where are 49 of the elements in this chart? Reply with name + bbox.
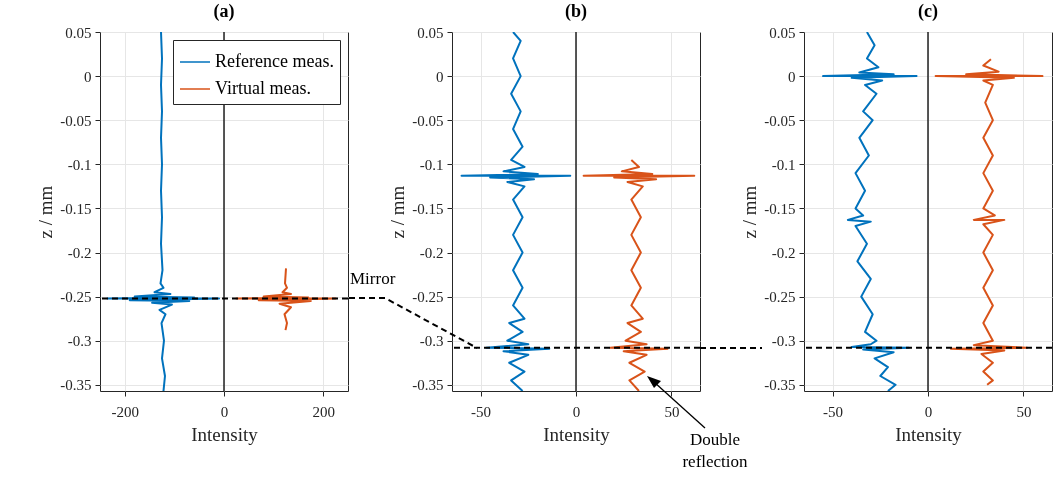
y-axis-title: z / mm [739,185,761,239]
x-tick-label: -50 [823,403,844,420]
y-tick-label: 0.05 [769,24,796,41]
y-tick-label: 0 [436,68,444,85]
x-tick-label: 0 [924,403,933,420]
y-tick-label: -0.1 [771,156,796,173]
y-tick-label: 0.05 [417,24,444,41]
x-tick-label: 0 [572,403,581,420]
y-axis-title: z / mm [387,185,409,239]
chart-title: (a) [213,1,235,22]
y-tick-label: -0.3 [771,333,796,350]
y-tick-label: -0.2 [67,245,92,262]
y-tick-label: -0.05 [60,112,92,129]
x-axis-title: Intensity [895,423,963,445]
y-tick-label: -0.35 [412,377,444,394]
y-tick-label: -0.25 [764,289,796,306]
y-tick-label: -0.25 [60,289,92,306]
x-tick-label: -50 [471,403,492,420]
y-tick-label: -0.15 [764,200,796,217]
y-tick-label: -0.3 [67,333,92,350]
y-tick-label: -0.1 [419,156,444,173]
y-tick-label: 0 [788,68,796,85]
y-tick-label: -0.2 [771,245,796,262]
y-tick-label: -0.1 [67,156,92,173]
y-tick-label: 0 [84,68,92,85]
chart-title: (c) [918,1,938,22]
y-tick-label: -0.35 [764,377,796,394]
y-tick-label: -0.05 [412,112,444,129]
y-tick-label: -0.15 [412,200,444,217]
x-tick-label: -200 [111,403,140,420]
legend-label: Virtual meas. [215,78,311,98]
y-tick-label: 0.05 [65,24,92,41]
x-tick-label: 50 [1016,403,1032,420]
chart-title: (b) [565,1,587,22]
y-tick-label: -0.35 [60,377,92,394]
y-tick-label: -0.3 [419,333,444,350]
y-axis-title: z / mm [35,185,57,239]
text: Mirror [350,268,397,290]
x-axis-title: Intensity [191,423,259,445]
y-tick-label: -0.05 [764,112,796,129]
x-tick-label: 200 [312,403,335,420]
legend-label: Reference meas. [215,51,334,71]
x-tick-label: 50 [664,403,680,420]
text: Double reflection [681,429,749,473]
y-tick-label: -0.25 [412,289,444,306]
y-tick-label: -0.2 [419,245,444,262]
x-axis-title: Intensity [543,423,611,445]
x-tick-label: 0 [220,403,229,420]
y-tick-label: -0.15 [60,200,92,217]
